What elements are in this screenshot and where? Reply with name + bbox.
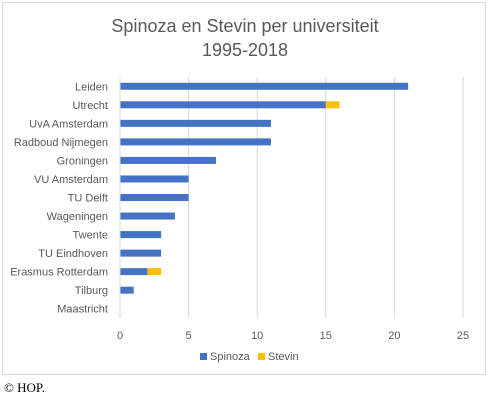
bar-spinoza (120, 212, 175, 220)
legend-label-stevin: Stevin (268, 351, 299, 363)
bar-spinoza (120, 286, 134, 294)
category-label: Erasmus Rotterdam (10, 267, 108, 279)
category-label: Utrecht (73, 100, 108, 112)
category-label: Maastricht (57, 304, 108, 316)
x-tick-label: 15 (320, 330, 332, 342)
category-label: VU Amsterdam (34, 174, 108, 186)
x-tick-label: 25 (457, 330, 469, 342)
bar-spinoza (120, 268, 148, 276)
copyright-notice: © HOP. (4, 380, 45, 395)
bar-stevin (147, 268, 162, 276)
bar-spinoza (120, 82, 409, 90)
bar-spinoza (120, 175, 189, 183)
category-label: Leiden (75, 81, 108, 93)
chart-title: Spinoza en Stevin per universiteit (111, 16, 379, 36)
bar-spinoza (120, 138, 271, 146)
chart-frame (2, 2, 486, 375)
bar-stevin (325, 101, 340, 109)
bar-spinoza (120, 101, 326, 109)
chart-subtitle: 1995-2018 (201, 40, 289, 60)
category-label: Wageningen (47, 211, 108, 223)
bar-spinoza (120, 119, 271, 127)
category-label: UvA Amsterdam (29, 118, 108, 130)
bar-spinoza (120, 231, 162, 239)
x-tick-label: 10 (251, 330, 263, 342)
category-label: Groningen (57, 155, 108, 167)
category-label: Radboud Nijmegen (14, 137, 108, 149)
x-tick-label: 0 (117, 330, 123, 342)
legend-swatch-stevin (258, 353, 265, 360)
legend-swatch-spinoza (200, 353, 207, 360)
bar-spinoza (120, 194, 189, 201)
bar-spinoza (120, 156, 217, 164)
category-label: Twente (73, 230, 108, 242)
x-tick-label: 5 (186, 330, 192, 342)
bar-spinoza (120, 249, 162, 257)
x-tick-label: 20 (388, 330, 400, 342)
category-label: TU Delft (68, 193, 108, 205)
category-label: Tilburg (75, 285, 108, 297)
bar-chart: 0 5 10 15 20 25 Leiden Utrecht UvA Amsterdam Radb… (10, 77, 469, 363)
legend-label-spinoza: Spinoza (210, 351, 251, 363)
category-label: TU Eindhoven (38, 248, 108, 260)
